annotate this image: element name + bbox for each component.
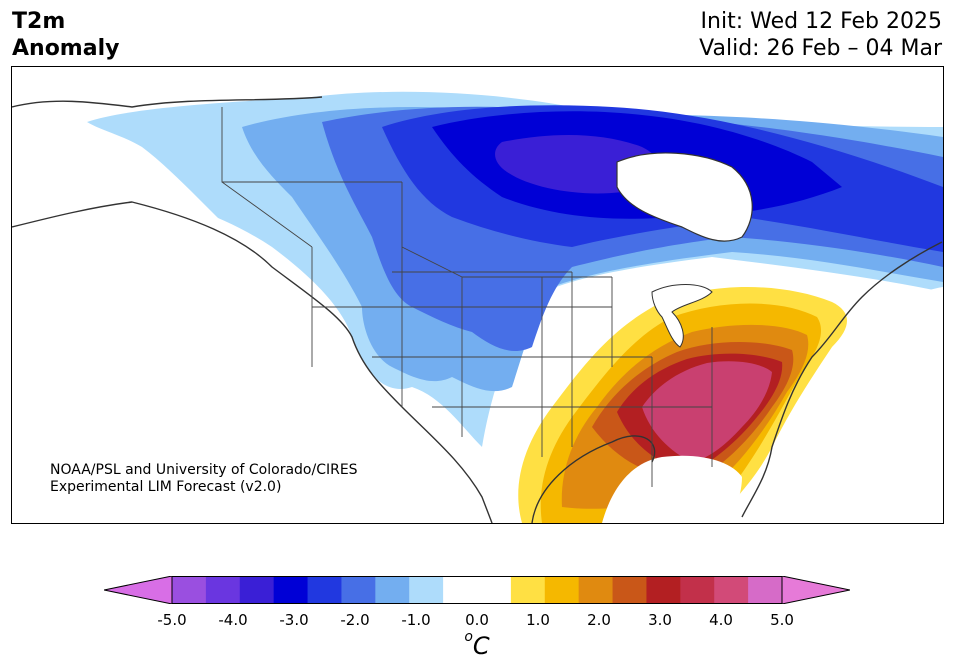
colorbar	[104, 576, 850, 604]
colorbar-frame	[171, 576, 783, 604]
gulf-of-mexico	[602, 455, 742, 523]
title-line-1: T2m	[12, 9, 66, 34]
colorbar-tick-label: 0.0	[465, 611, 489, 629]
colorbar-tick-label: -2.0	[340, 611, 370, 629]
colorbar-tick-label: -3.0	[279, 611, 309, 629]
unit-degree: o	[464, 629, 473, 645]
colorbar-segment	[409, 576, 444, 604]
colorbar-segment	[714, 576, 749, 604]
colorbar-segments	[172, 576, 783, 604]
coastline	[12, 96, 943, 523]
init-date: Init: Wed 12 Feb 2025	[700, 9, 942, 34]
forecast-dates: Init: Wed 12 Feb 2025 Valid: 26 Feb – 04…	[699, 8, 942, 62]
colorbar-tick-label: -5.0	[157, 611, 187, 629]
map-canvas	[12, 91, 943, 523]
title-line-2: Anomaly	[12, 36, 120, 61]
colorbar-segment	[375, 576, 410, 604]
colorbar-tick-label: -4.0	[218, 611, 248, 629]
great-lakes	[651, 284, 713, 348]
valid-date: Valid: 26 Feb – 04 Mar	[699, 36, 942, 61]
anomaly-map: NOAA/PSL and University of Colorado/CIRE…	[11, 66, 944, 524]
colorbar-segment	[578, 576, 614, 604]
colorbar-segment	[239, 576, 275, 604]
warm-band-6	[642, 361, 772, 462]
credit-line-2: Experimental LIM Forecast (v2.0)	[50, 479, 282, 495]
hudson-bay	[616, 152, 753, 242]
colorbar-segment	[544, 576, 580, 604]
atlantic-ocean	[732, 287, 943, 523]
colorbar-segment	[205, 576, 241, 604]
colorbar-segment	[612, 576, 647, 604]
colorbar-tick-label: 2.0	[587, 611, 611, 629]
colorbar-tick-label: 4.0	[709, 611, 733, 629]
colorbar-segment	[307, 576, 342, 604]
colorbar-segment	[477, 576, 512, 604]
colorbar-segment	[646, 576, 681, 604]
colorbar-tick-label: 1.0	[526, 611, 550, 629]
colorbar-ticks: -5.0 -4.0 -3.0 -2.0 -1.0 0.0 1.0 2.0 3.0 4.0 5.0	[104, 611, 850, 631]
credit-text: NOAA/PSL and University of Colorado/CIRE…	[50, 462, 358, 496]
colorbar-segment	[443, 576, 478, 604]
colorbar-tick-label: 5.0	[770, 611, 794, 629]
colorbar-segment	[510, 576, 546, 604]
state-borders	[221, 107, 713, 487]
colorbar-tick-label: -1.0	[401, 611, 431, 629]
colorbar-extend-high	[781, 576, 850, 604]
colorbar-tick-label: 3.0	[648, 611, 672, 629]
colorbar-segment	[273, 576, 309, 604]
colorbar-segment	[748, 576, 783, 604]
credit-line-1: NOAA/PSL and University of Colorado/CIRE…	[50, 462, 358, 478]
colorbar-segment	[680, 576, 715, 604]
unit-celsius: C	[472, 632, 490, 660]
colorbar-segment	[172, 576, 207, 604]
pacific-ocean	[12, 167, 502, 523]
colorbar-extend-low	[104, 576, 173, 604]
colorbar-segment	[341, 576, 376, 604]
map-title: T2m Anomaly	[12, 8, 119, 62]
unit-label: oC	[464, 629, 490, 660]
